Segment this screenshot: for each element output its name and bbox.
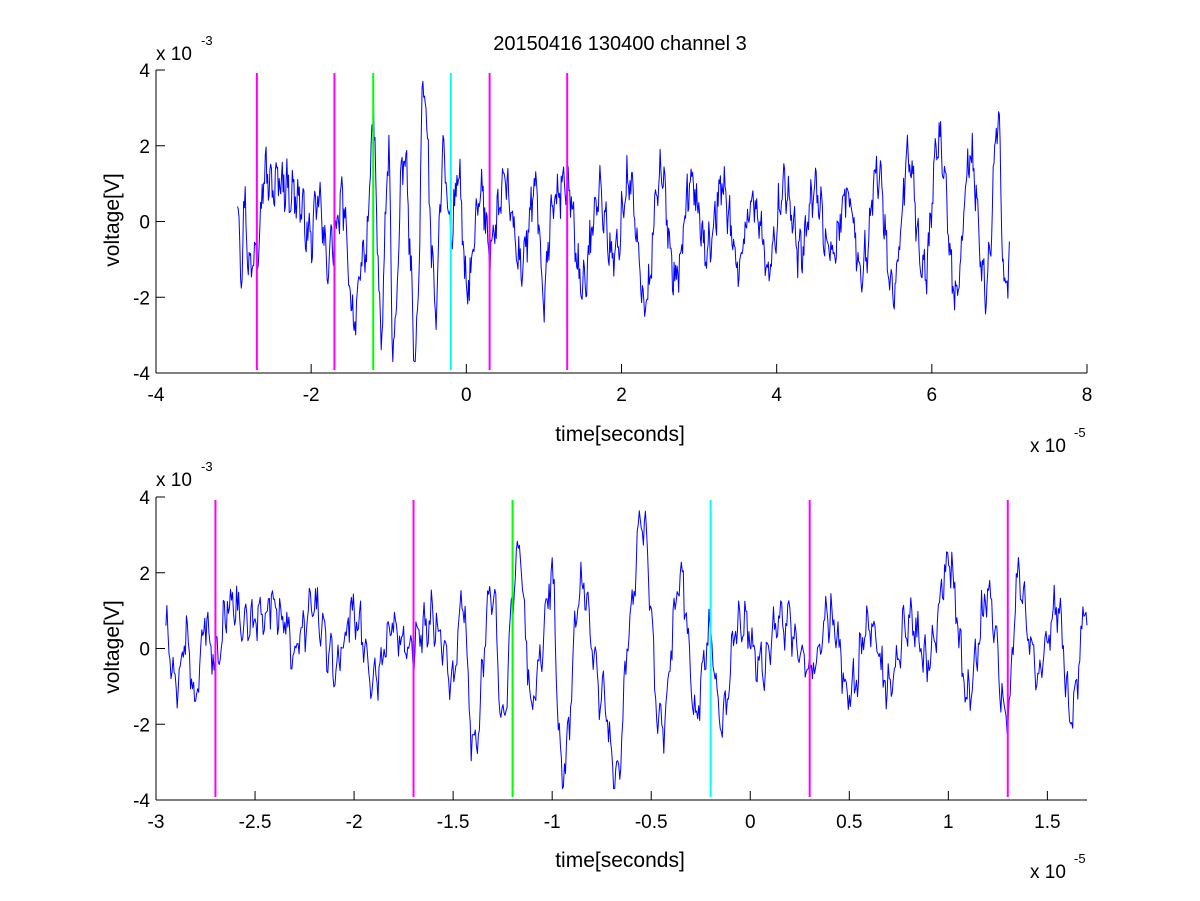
y-multiplier-bottom: x 10 -3 [156, 459, 213, 491]
x-tick-label: -3 [148, 812, 165, 833]
y-multiplier-top: x 10 -3 [156, 33, 213, 65]
x-multiplier-exponent: -5 [1074, 425, 1086, 440]
plot-bottom: x 10 -3 x 10 -5 time[seconds] voltage[V]… [101, 459, 1088, 883]
plot-top: 20150416 130400 channel 3 x 10 -3 x 10 -… [101, 33, 1092, 457]
x-axis-label: time[seconds] [555, 423, 685, 446]
y-tick-label: -4 [133, 364, 150, 385]
y-tick-label: 2 [139, 137, 150, 158]
x-tick-label: 1 [943, 812, 954, 833]
x-tick-label: 1.5 [1034, 812, 1060, 833]
y-tick-label: -2 [133, 288, 150, 309]
x-tick-label: 2 [616, 385, 627, 406]
series-line [237, 80, 1010, 363]
x-tick-label: 0 [461, 385, 472, 406]
axes-bottom: -3 -2.5 -2 -1.5 -1 -0.5 0 0.5 1 1.5 -4 -2 0 2 4 [133, 488, 1088, 833]
x-multiplier-label: x 10 [1030, 436, 1066, 457]
y-tick-label: -2 [133, 715, 150, 736]
series-line [165, 510, 1088, 790]
x-axis-label: time[seconds] [555, 849, 685, 872]
x-tick-label: 6 [927, 385, 938, 406]
chart-title: 20150416 130400 channel 3 [493, 33, 747, 55]
y-multiplier-label: x 10 [156, 470, 192, 491]
y-multiplier-label: x 10 [156, 44, 192, 65]
y-tick-label: 4 [139, 61, 150, 82]
x-tick-label: -4 [148, 385, 165, 406]
x-multiplier-label: x 10 [1030, 862, 1066, 883]
x-tick-label: -2 [346, 812, 363, 833]
y-multiplier-exponent: -3 [201, 33, 213, 48]
axes-top: -4 -2 0 2 4 6 8 -4 -2 0 2 4 [133, 61, 1092, 406]
y-tick-label: 0 [139, 213, 150, 234]
x-tick-label: -1 [544, 812, 561, 833]
y-axis-label: voltage[V] [101, 600, 124, 693]
y-tick-label: 0 [139, 640, 150, 661]
x-tick-label: 0.5 [836, 812, 862, 833]
x-tick-label: -1.5 [437, 812, 470, 833]
y-tick-label: 2 [139, 564, 150, 585]
y-axis-label: voltage[V] [101, 173, 124, 266]
y-multiplier-exponent: -3 [201, 459, 213, 474]
x-tick-label: -2.5 [239, 812, 272, 833]
y-tick-label: -4 [133, 791, 150, 812]
x-tick-label: -2 [303, 385, 320, 406]
x-multiplier-top: x 10 -5 [1030, 425, 1086, 457]
x-multiplier-bottom: x 10 -5 [1030, 851, 1086, 883]
x-multiplier-exponent: -5 [1074, 851, 1086, 866]
x-tick-label: 0 [745, 812, 756, 833]
y-tick-label: 4 [139, 488, 150, 509]
x-tick-label: 4 [771, 385, 782, 406]
x-tick-label: -0.5 [635, 812, 668, 833]
x-tick-label: 8 [1082, 385, 1093, 406]
